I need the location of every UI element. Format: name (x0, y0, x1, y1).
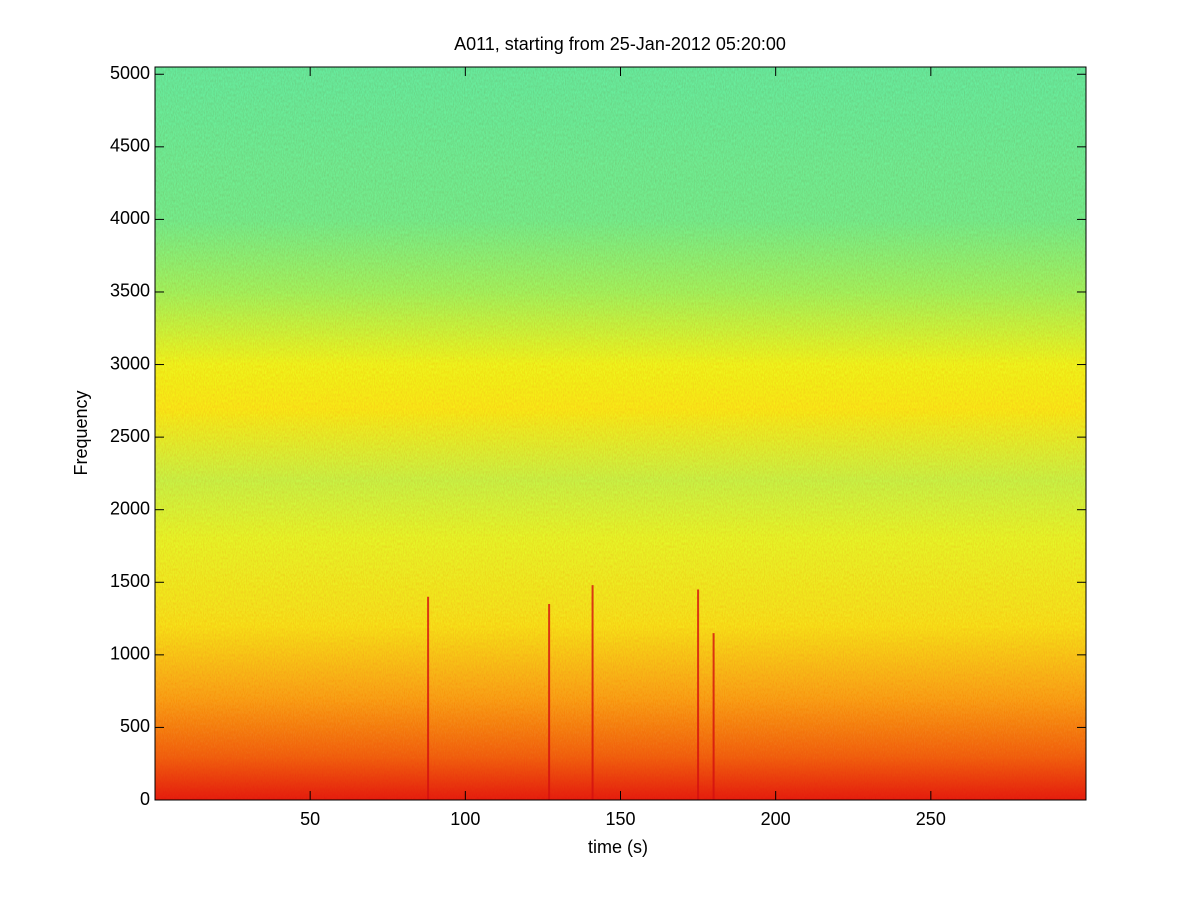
y-tick-label: 2000 (110, 498, 150, 518)
x-tick-label: 250 (916, 809, 946, 829)
y-tick-label: 3500 (110, 281, 150, 301)
y-tick-label: 1000 (110, 644, 150, 664)
y-axis-label: Frequency (71, 390, 91, 475)
x-axis-label: time (s) (588, 837, 648, 857)
y-tick-label: 1500 (110, 571, 150, 591)
chart-title: A011, starting from 25-Jan-2012 05:20:00 (454, 34, 786, 54)
x-tick-label: 200 (761, 809, 791, 829)
y-tick-label: 5000 (110, 63, 150, 83)
y-tick-label: 4500 (110, 136, 150, 156)
x-tick-label: 100 (450, 809, 480, 829)
y-tick-label: 4000 (110, 208, 150, 228)
x-tick-label: 150 (605, 809, 635, 829)
y-tick-label: 500 (120, 716, 150, 736)
y-tick-label: 3000 (110, 353, 150, 373)
y-tick-label: 2500 (110, 426, 150, 446)
y-tick-label: 0 (140, 789, 150, 809)
x-tick-label: 50 (300, 809, 320, 829)
spectrogram-image (155, 67, 1086, 800)
